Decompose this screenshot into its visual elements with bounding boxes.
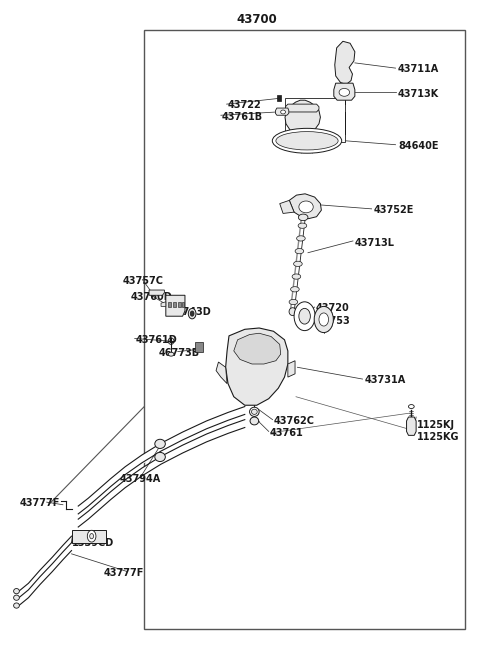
Text: 1125KJ: 1125KJ <box>417 420 455 430</box>
Text: 43753: 43753 <box>317 316 350 327</box>
Ellipse shape <box>168 352 174 356</box>
Bar <box>178 302 180 307</box>
Bar <box>277 95 281 101</box>
Ellipse shape <box>272 129 342 154</box>
Ellipse shape <box>13 595 19 600</box>
Text: 46773B: 46773B <box>158 348 200 358</box>
Ellipse shape <box>297 236 305 241</box>
Polygon shape <box>161 302 166 306</box>
Circle shape <box>319 313 328 326</box>
Text: 43757C: 43757C <box>123 276 164 286</box>
Text: 43760D: 43760D <box>131 291 173 302</box>
Text: 43722: 43722 <box>228 100 262 110</box>
Text: 43761: 43761 <box>270 428 303 438</box>
Circle shape <box>314 306 333 333</box>
Circle shape <box>294 302 315 331</box>
Bar <box>173 302 176 307</box>
Ellipse shape <box>155 440 165 449</box>
Text: 43761B: 43761B <box>222 112 263 121</box>
Text: 84640E: 84640E <box>398 141 438 151</box>
Polygon shape <box>335 41 355 85</box>
Ellipse shape <box>13 603 19 608</box>
Ellipse shape <box>289 308 296 316</box>
Text: 43700: 43700 <box>236 12 277 26</box>
Polygon shape <box>289 194 322 218</box>
Polygon shape <box>334 83 355 100</box>
Bar <box>194 342 203 352</box>
Circle shape <box>90 533 94 539</box>
Ellipse shape <box>250 417 259 425</box>
Bar <box>286 98 345 142</box>
Polygon shape <box>276 108 289 115</box>
Ellipse shape <box>298 223 307 228</box>
Ellipse shape <box>155 453 165 462</box>
Polygon shape <box>166 295 185 316</box>
Polygon shape <box>288 361 295 377</box>
Circle shape <box>299 308 311 324</box>
Bar <box>144 30 465 629</box>
Ellipse shape <box>250 407 259 417</box>
Polygon shape <box>216 362 227 384</box>
Text: 43713L: 43713L <box>355 238 395 248</box>
Text: 43713K: 43713K <box>398 89 439 98</box>
Circle shape <box>188 308 196 319</box>
Polygon shape <box>280 200 294 213</box>
Ellipse shape <box>295 249 304 254</box>
Polygon shape <box>286 104 319 112</box>
Ellipse shape <box>339 89 349 96</box>
Text: 43777F: 43777F <box>104 569 144 579</box>
Circle shape <box>190 311 194 316</box>
Text: 1125KG: 1125KG <box>417 432 459 442</box>
Polygon shape <box>226 328 288 405</box>
Text: 43731A: 43731A <box>364 375 406 385</box>
Text: 43794A: 43794A <box>120 474 161 483</box>
Text: 43777F: 43777F <box>20 499 60 508</box>
Polygon shape <box>285 100 321 134</box>
Ellipse shape <box>408 405 414 409</box>
Ellipse shape <box>290 287 299 292</box>
Ellipse shape <box>294 261 302 266</box>
Ellipse shape <box>13 588 19 594</box>
Ellipse shape <box>299 214 308 220</box>
Text: 43720: 43720 <box>316 303 349 314</box>
Ellipse shape <box>276 132 338 150</box>
Ellipse shape <box>292 274 300 279</box>
Bar <box>168 302 171 307</box>
Text: 43743D: 43743D <box>169 307 211 318</box>
Ellipse shape <box>289 299 298 304</box>
Bar <box>181 302 184 307</box>
Circle shape <box>87 530 96 542</box>
Polygon shape <box>149 290 164 295</box>
Text: 43752E: 43752E <box>374 205 414 215</box>
Polygon shape <box>72 529 106 543</box>
Ellipse shape <box>252 409 257 415</box>
Polygon shape <box>407 417 416 436</box>
Text: 43761D: 43761D <box>136 335 178 345</box>
Text: 43711A: 43711A <box>398 64 439 74</box>
Polygon shape <box>234 333 281 364</box>
Ellipse shape <box>281 110 286 114</box>
Text: 1339CD: 1339CD <box>72 538 114 548</box>
Text: 43762C: 43762C <box>274 416 314 426</box>
Ellipse shape <box>299 201 313 213</box>
